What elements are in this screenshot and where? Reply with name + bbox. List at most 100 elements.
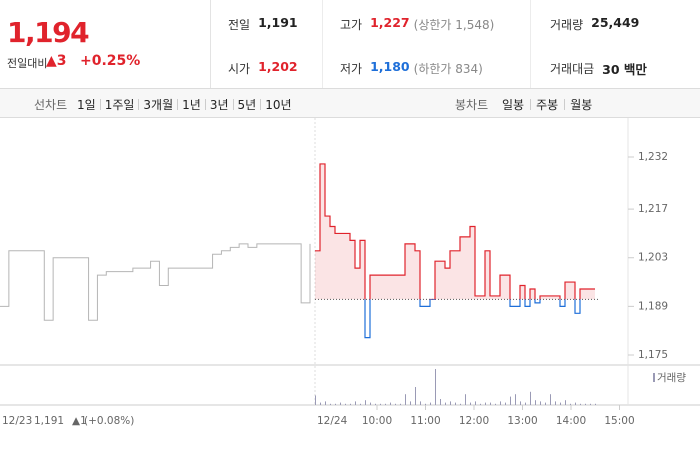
volume-bar [365, 400, 366, 405]
volume-bar [545, 402, 546, 405]
volume-bar [420, 401, 421, 405]
separator [204, 99, 206, 110]
volume-bar [460, 403, 461, 405]
volume-bar [530, 391, 531, 405]
volume-bar [435, 369, 436, 405]
volume-bar [470, 402, 471, 405]
volume-bar [330, 403, 331, 405]
candle-button[interactable]: 월봉 [570, 98, 593, 112]
prev-day-line [0, 243, 311, 321]
stat-value: 25,449 [591, 15, 640, 30]
volume-bar [405, 394, 406, 405]
date-label: 12/23 [2, 415, 32, 427]
stat-label: 저가 [340, 62, 363, 76]
stat-value: 1,227 [370, 15, 410, 30]
prev-close: 1,191 [34, 415, 64, 427]
volume-bar [465, 394, 466, 405]
separator [138, 99, 140, 110]
volume-bar [485, 402, 486, 405]
stat-label: 전일 [228, 18, 251, 32]
volume-bar [475, 401, 476, 405]
candle-button[interactable]: 주봉 [536, 98, 559, 112]
toolbar-label: 선차트 [34, 98, 68, 112]
volume-bar [430, 402, 431, 405]
period-button[interactable]: 1년 [182, 98, 201, 112]
stat-value: 1,180 [370, 59, 410, 74]
period-button[interactable]: 5년 [237, 98, 257, 112]
volume-bar [395, 403, 396, 405]
separator [232, 99, 234, 110]
up-line [315, 163, 595, 300]
volume-bar [590, 403, 591, 405]
prev-change: ▲1 [72, 415, 87, 427]
period-button[interactable]: 3개월 [143, 98, 174, 112]
y-tick-label: 1,232 [638, 151, 668, 163]
volume-bar [375, 403, 376, 405]
separator [99, 99, 101, 110]
volume-bar [520, 401, 521, 405]
volume-bar [505, 402, 506, 405]
volume-bar [450, 401, 451, 405]
volume-bar [340, 402, 341, 405]
stat-label: 거래량 [550, 18, 584, 32]
volume-bar [390, 402, 391, 405]
stat-note: (하한가 834) [413, 62, 483, 76]
y-tick-label: 1,175 [638, 349, 668, 361]
volume-bar [585, 403, 586, 405]
change-label: 전일대비 [7, 57, 48, 70]
volume-bar [325, 401, 326, 405]
volume-bar [540, 401, 541, 405]
volume-bar [410, 401, 411, 405]
volume-bar [490, 402, 491, 405]
period-button[interactable]: 1주일 [104, 98, 135, 112]
volume-bar [525, 402, 526, 405]
change: ▲3 [46, 53, 67, 69]
volume-bar [385, 403, 386, 405]
stat-note: (상한가 1,548) [413, 18, 495, 32]
volume-bar [575, 402, 576, 405]
volume-bar [555, 401, 556, 405]
volume-bar [570, 403, 571, 405]
x-tick-label: 14:00 [556, 415, 586, 427]
y-tick-label: 1,217 [638, 203, 668, 215]
up-area [315, 163, 595, 300]
volume-bar [355, 401, 356, 405]
stat-label: 고가 [340, 18, 363, 32]
x-tick-label: 11:00 [410, 415, 440, 427]
y-tick-label: 1,189 [638, 300, 668, 312]
period-button[interactable]: 1일 [77, 98, 96, 112]
volume-bar [320, 402, 321, 405]
x-tick-label: 13:00 [507, 415, 537, 427]
volume-bar [335, 403, 336, 405]
volume-bar [510, 396, 511, 405]
separator [260, 99, 262, 110]
volume-bar [595, 403, 596, 405]
volume-bar [415, 387, 416, 405]
y-tick-label: 1,203 [638, 252, 668, 264]
divider [530, 0, 531, 88]
period-button[interactable]: 10년 [265, 98, 292, 112]
stat-value: 30 백만 [602, 62, 647, 77]
stat-value: 1,191 [258, 15, 298, 30]
x-tick-label: 15:00 [604, 415, 634, 427]
volume-bar [580, 403, 581, 405]
volume-bar [345, 403, 346, 405]
volume-bar [445, 402, 446, 405]
stat-label: 거래대금 [550, 62, 595, 76]
volume-bar [515, 394, 516, 405]
x-tick-label: 12:00 [459, 415, 489, 427]
volume-bar [380, 403, 381, 405]
volume-bar [370, 402, 371, 405]
current-price: 1,194 [7, 16, 90, 49]
volume-bar [315, 395, 316, 405]
volume-bar [480, 403, 481, 405]
period-button[interactable]: 3년 [209, 98, 229, 112]
volume-bar [535, 400, 536, 405]
toolbar-label: 봉차트 [455, 98, 489, 112]
date-label: 12/24 [317, 415, 348, 427]
change-pct: +0.25% [80, 53, 141, 69]
volume-bar [500, 401, 501, 405]
candle-button[interactable]: 일봉 [502, 98, 525, 112]
volume-bar [560, 402, 561, 405]
volume-bar [440, 399, 441, 405]
